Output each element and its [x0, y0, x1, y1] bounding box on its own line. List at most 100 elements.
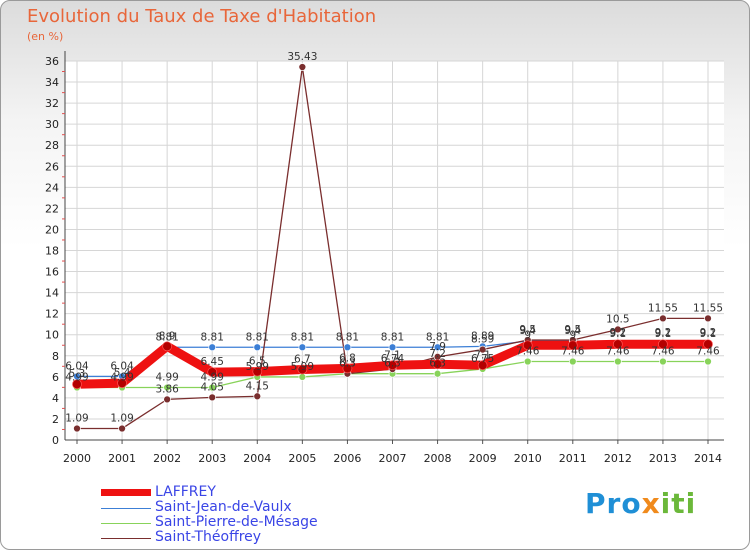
y-tick-label: 20: [45, 223, 59, 236]
legend-label-saint-pierre-de-mesage: Saint-Pierre-de-Mésage: [155, 514, 318, 530]
y-tick-label: 16: [45, 266, 59, 279]
x-tick-label: 2011: [559, 452, 587, 465]
legend-swatch-saint-theoffrey: [101, 538, 151, 539]
data-point-saint-theoffrey: [298, 63, 307, 71]
data-point-laffrey: [162, 341, 172, 352]
y-tick-label: 18: [45, 245, 59, 258]
data-label-saint-jean-de-vaulx: 9.2: [700, 327, 717, 339]
data-label-saint-pierre-de-mesage: 6.3: [339, 358, 356, 370]
data-label-saint-pierre-de-mesage: 4.99: [65, 371, 88, 383]
data-label-saint-theoffrey: 1.09: [65, 413, 88, 425]
data-point-saint-pierre-de-mesage: [659, 357, 667, 366]
x-tick-label: 2006: [333, 452, 361, 465]
data-label-saint-pierre-de-mesage: 6.75: [471, 353, 494, 365]
data-point-laffrey: [522, 340, 533, 351]
data-label-laffrey: 7.1: [384, 349, 401, 361]
data-label-laffrey: 6.8: [339, 352, 356, 364]
data-point-saint-theoffrey: [208, 393, 217, 402]
data-point-saint-pierre-de-mesage: [208, 383, 217, 392]
data-label-saint-theoffrey: 9.5: [564, 324, 581, 336]
data-point-laffrey: [567, 340, 578, 351]
data-label-saint-jean-de-vaulx: 8.81: [336, 331, 359, 343]
data-label-saint-pierre-de-mesage: 5.99: [291, 361, 314, 373]
legend-swatch-saint-jean-de-vaulx: [101, 508, 151, 509]
data-point-saint-jean-de-vaulx: [253, 343, 262, 352]
x-tick-label: 2008: [424, 452, 452, 465]
data-label-saint-theoffrey: 8.59: [471, 334, 494, 346]
y-tick-label: 36: [45, 55, 59, 68]
data-point-laffrey: [342, 363, 353, 374]
y-tick-label: 26: [45, 160, 59, 173]
data-point-saint-pierre-de-mesage: [614, 357, 622, 366]
data-label-laffrey: 5.4: [114, 367, 131, 379]
data-label-saint-theoffrey: 3.86: [155, 383, 179, 395]
legend-label-saint-theoffrey: Saint-Théoffrey: [155, 529, 262, 545]
proxiti-logo: Proxiti: [585, 487, 696, 520]
y-tick-label: 4: [52, 392, 59, 405]
y-tick-label: 28: [45, 139, 59, 152]
y-tick-label: 14: [45, 287, 59, 300]
x-tick-label: 2014: [694, 452, 722, 465]
data-label-saint-theoffrey: 1.09: [110, 413, 133, 425]
legend-swatch-saint-pierre-de-mesage: [101, 523, 151, 524]
data-label-saint-jean-de-vaulx: 8.81: [291, 331, 314, 343]
data-point-saint-theoffrey: [253, 392, 262, 401]
x-tick-label: 2004: [243, 452, 271, 465]
y-tick-label: 30: [45, 118, 59, 131]
y-tick-label: 0: [52, 434, 59, 447]
data-point-laffrey: [703, 339, 713, 350]
data-label-laffrey: 6.7: [294, 353, 311, 365]
data-label-saint-pierre-de-mesage: 7.46: [606, 345, 630, 357]
y-tick-label: 24: [45, 181, 59, 194]
data-label-saint-jean-de-vaulx: 6.04: [65, 360, 89, 372]
data-label-saint-theoffrey: 11.55: [648, 302, 678, 314]
y-tick-label: 2: [52, 413, 59, 426]
data-point-saint-pierre-de-mesage: [568, 357, 577, 366]
data-label-saint-theoffrey: 35.43: [287, 51, 317, 63]
data-label-saint-theoffrey: 10.5: [606, 313, 629, 325]
y-tick-label: 8: [52, 350, 59, 363]
data-point-laffrey: [117, 378, 127, 388]
data-label-saint-jean-de-vaulx: 9.4: [519, 325, 536, 337]
data-point-laffrey: [658, 339, 668, 350]
data-label-laffrey: 9: [524, 329, 531, 341]
data-label-saint-pierre-de-mesage: 7.46: [516, 345, 540, 357]
data-label-saint-theoffrey: 6.3: [339, 358, 356, 370]
data-point-saint-theoffrey: [163, 395, 171, 404]
logo-text-part2: x: [641, 487, 661, 520]
data-label-saint-pierre-de-mesage: 7.46: [561, 345, 585, 357]
data-point-saint-jean-de-vaulx: [433, 343, 442, 352]
data-label-saint-jean-de-vaulx: 8.81: [155, 331, 178, 343]
data-point-laffrey: [252, 366, 263, 377]
data-label-laffrey: 7.1: [474, 349, 491, 361]
data-label-laffrey: 5.3: [69, 368, 86, 380]
x-tick-label: 2002: [153, 452, 181, 465]
x-tick-label: 2010: [514, 452, 542, 465]
data-point-saint-pierre-de-mesage: [163, 383, 171, 392]
data-label-saint-pierre-de-mesage: 5.99: [246, 361, 269, 373]
data-label-saint-jean-de-vaulx: 8.81: [381, 331, 404, 343]
x-tick-label: 2007: [379, 452, 407, 465]
data-label-saint-theoffrey: 6.74: [381, 353, 405, 365]
y-tick-label: 12: [45, 308, 59, 321]
data-label-saint-jean-de-vaulx: 8.89: [471, 330, 494, 342]
data-point-saint-jean-de-vaulx: [388, 343, 397, 352]
data-point-saint-theoffrey: [478, 345, 487, 354]
x-tick-label: 2009: [469, 452, 497, 465]
y-tick-label: 10: [45, 329, 59, 342]
y-tick-label: 34: [45, 76, 59, 89]
data-point-laffrey: [72, 379, 82, 390]
data-label-saint-theoffrey: 4.05: [201, 381, 224, 393]
data-point-saint-pierre-de-mesage: [298, 373, 307, 381]
data-point-saint-theoffrey: [73, 424, 81, 433]
y-tick-label: 22: [45, 202, 59, 215]
data-point-laffrey: [207, 367, 218, 377]
x-tick-label: 2005: [288, 452, 316, 465]
data-label-saint-theoffrey: 11.55: [693, 302, 723, 314]
x-tick-label: 2000: [63, 452, 91, 465]
chart-title: Evolution du Taux de Taxe d'Habitation: [27, 6, 377, 27]
data-label-saint-theoffrey: 9.5: [519, 324, 536, 336]
data-label-laffrey: 9: [569, 329, 576, 341]
